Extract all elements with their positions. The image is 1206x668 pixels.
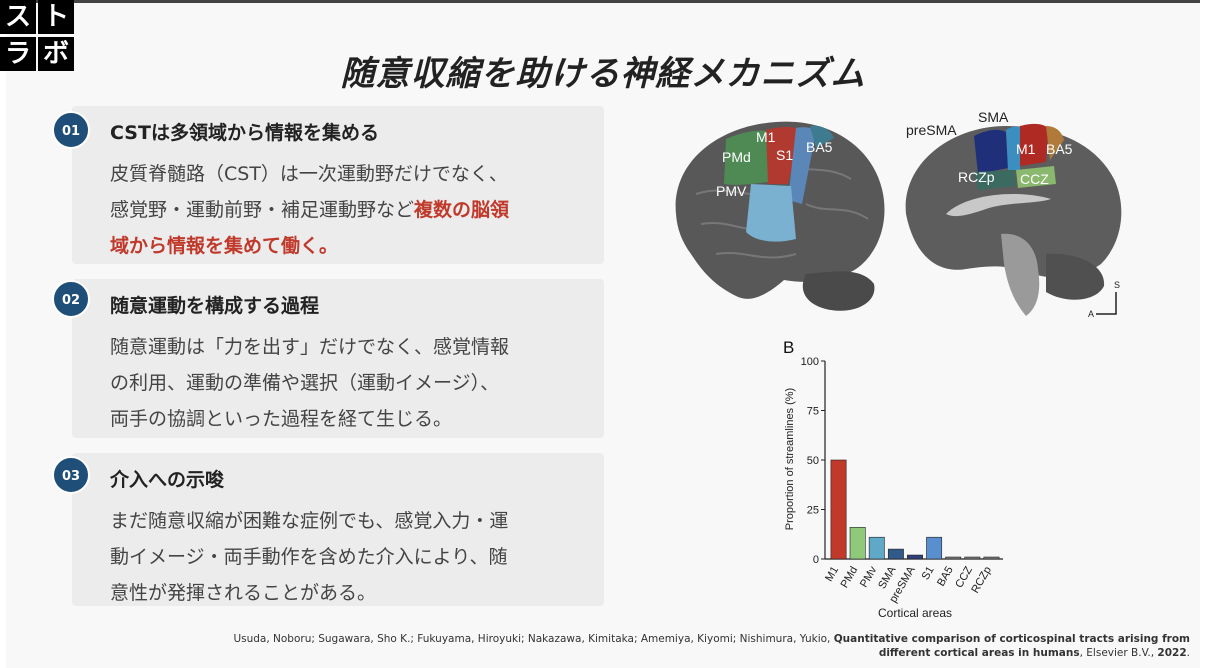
y-tick-label: 75 [807,406,819,418]
citation-title: different cortical areas in humans [878,647,1080,659]
body-line: 意性が発揮されることがある。 [110,582,377,604]
point-body: 皮質脊髄路（CST）は一次運動野だけでなく、 感覚野・運動前野・補足運動野など複… [110,156,590,264]
body-line: の利用、運動の準備や選択（運動イメージ）、 [110,372,500,394]
body-line: 両手の協調といった過程を経て生じる。 [110,408,453,430]
logo-char: ボ [38,37,74,71]
brainstem-shape [1001,233,1040,316]
highlight-text: 域から情報を集めて働く。 [110,235,339,257]
bar-ccz [964,556,981,560]
chart-panel-label: B [783,338,794,357]
point-panel-2: 随意運動を構成する過程 随意運動は「力を出す」だけでなく、感覚情報 の利用、運動… [72,279,604,438]
brain-label: PMV [716,183,747,199]
body-line: 皮質脊髄路（CST）は一次運動野だけでなく、 [110,163,508,185]
point-heading: 介入への示唆 [110,469,225,491]
logo: ス ト ラ ボ [0,0,76,72]
point-heading: CSTは多領域から情報を集める [110,122,379,144]
logo-char: ト [38,0,74,34]
citation-line-1: Usuda, Noboru; Sugawara, Sho K.; Fukuyam… [180,632,1190,646]
body-line: 感覚野・運動前野・補足運動野など複数の脳領 [110,192,590,228]
axis-indicator [1096,292,1117,315]
citation-authors: Usuda, Noboru; Sugawara, Sho K.; Fukuyam… [233,633,831,645]
y-tick-label: 25 [807,505,819,517]
brain-figure: M1 PMd S1 BA5 PMV preSMA SMA M1 BA5 RCZp… [675,109,1122,319]
cerebellum-shape [1046,253,1105,300]
medial-brain: preSMA SMA M1 BA5 RCZp CCZ S A [905,109,1122,319]
highlight-text: 複数の脳領 [414,199,510,221]
bar-sma [887,548,904,560]
region-rczp [974,170,1016,190]
brain-label: RCZp [958,169,995,185]
point-body: 随意運動は「力を出す」だけでなく、感覚情報 の利用、運動の準備や選択（運動イメー… [110,329,590,437]
y-tick-label: 0 [813,554,819,566]
corpus-callosum-shape [946,194,1051,217]
number-badge: 03 [52,456,90,494]
citation-end: . [1186,647,1190,659]
y-tick-label: 50 [807,455,819,467]
chart-axes [821,360,1003,560]
region-ccz [1016,166,1056,188]
region-sma [1006,126,1022,170]
citation-publisher: , Elsevier B.V., [1079,647,1155,659]
logo-char: ラ [0,37,36,71]
y-axis-label: Proportion of streamlines (%) [784,388,796,530]
citation-year: 2022 [1157,647,1187,659]
brain-label: preSMA [906,122,957,138]
axis-label-s: S [1114,280,1120,290]
citation-title: Quantitative comparison of corticospinal… [833,633,1190,645]
x-tick-label: M1 [823,565,841,584]
region-ba5 [810,125,834,148]
number-badge: 02 [52,280,90,318]
x-axis-label: Cortical areas [878,606,952,620]
region-s1 [788,127,816,204]
brain-label: CCZ [1020,171,1049,187]
logo-char: ス [0,0,36,34]
region-m1-medial [1020,123,1048,166]
bar-presma [907,554,923,560]
bar-pmd [849,527,866,560]
citation: Usuda, Noboru; Sugawara, Sho K.; Fukuyam… [180,632,1190,660]
brain-label: M1 [1016,141,1036,157]
lateral-brain: M1 PMd S1 BA5 PMV [675,121,885,311]
bar-ba5 [945,556,962,560]
body-text: 感覚野・運動前野・補足運動野など [110,199,415,221]
point-panel-1: CSTは多領域から情報を集める 皮質脊髄路（CST）は一次運動野だけでなく、 感… [72,106,604,264]
bar-rczp [983,556,1000,560]
number-badge: 01 [52,111,90,149]
region-presma [974,129,1008,174]
region-pmd [724,130,774,185]
point-panel-3: 介入への示唆 まだ随意収縮が困難な症例でも、感覚入力・運 動イメージ・両手動作を… [72,453,604,606]
x-tick-label: RCZp [969,565,994,596]
region-pmv [746,184,796,242]
bar-s1 [926,536,943,560]
bar-pmv [868,536,885,560]
x-tick-label: S1 [920,565,937,583]
point-heading: 随意運動を構成する過程 [110,295,320,317]
brain-label: BA5 [1046,141,1073,157]
x-tick-label: PMd [839,565,861,591]
brain-label: SMA [978,109,1009,125]
y-tick-label: 100 [801,356,819,368]
brain-label: S1 [776,147,793,163]
sulcus-line [695,163,869,259]
region-ba5-medial [1046,126,1064,160]
cerebellum-shape [802,271,875,311]
brain-label: BA5 [806,139,833,155]
point-body: まだ随意収縮が困難な症例でも、感覚入力・運 動イメージ・両手動作を含めた介入によ… [110,503,590,611]
axis-label-a: A [1088,309,1094,319]
brain-label: M1 [756,129,776,145]
body-line: 随意運動は「力を出す」だけでなく、感覚情報 [110,336,510,358]
body-line: まだ随意収縮が困難な症例でも、感覚入力・運 [110,510,509,532]
brain-label: PMd [722,149,751,165]
citation-line-2: different cortical areas in humans, Else… [180,646,1190,660]
bar-m1 [830,459,847,560]
region-m1 [766,127,801,184]
chart-bars [830,459,1000,560]
slide-title: 随意収縮を助ける神経メカニズム [340,54,866,94]
body-line: 動イメージ・両手動作を含めた介入により、随 [110,546,508,568]
